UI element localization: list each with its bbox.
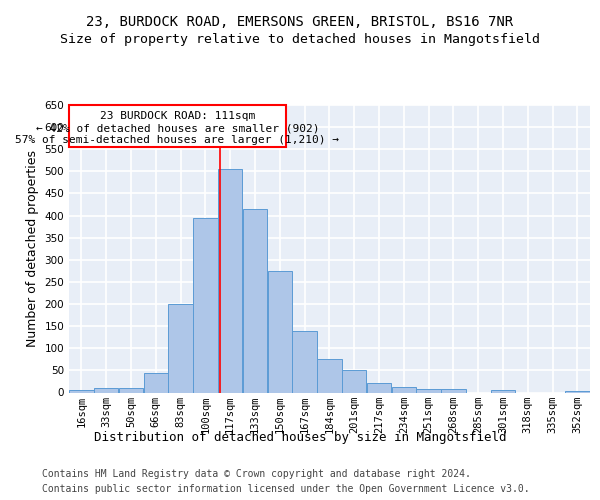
Text: ← 42% of detached houses are smaller (902): ← 42% of detached houses are smaller (90… bbox=[35, 123, 319, 133]
Bar bbox=[193, 218, 218, 392]
Bar bbox=[416, 389, 441, 392]
Text: Contains HM Land Registry data © Crown copyright and database right 2024.: Contains HM Land Registry data © Crown c… bbox=[42, 469, 471, 479]
Text: 23 BURDOCK ROAD: 111sqm: 23 BURDOCK ROAD: 111sqm bbox=[100, 111, 255, 121]
Text: Distribution of detached houses by size in Mangotsfield: Distribution of detached houses by size … bbox=[94, 431, 506, 444]
Bar bbox=[317, 360, 341, 392]
Bar bbox=[119, 388, 143, 392]
Bar bbox=[218, 169, 242, 392]
Bar bbox=[268, 271, 292, 392]
Text: 57% of semi-detached houses are larger (1,210) →: 57% of semi-detached houses are larger (… bbox=[16, 135, 340, 145]
Bar bbox=[143, 372, 168, 392]
Bar bbox=[243, 209, 267, 392]
Bar bbox=[94, 388, 118, 392]
Bar bbox=[441, 389, 466, 392]
Bar bbox=[491, 390, 515, 392]
Text: 23, BURDOCK ROAD, EMERSONS GREEN, BRISTOL, BS16 7NR: 23, BURDOCK ROAD, EMERSONS GREEN, BRISTO… bbox=[86, 15, 514, 29]
Text: Contains public sector information licensed under the Open Government Licence v3: Contains public sector information licen… bbox=[42, 484, 530, 494]
Bar bbox=[342, 370, 367, 392]
Bar bbox=[69, 390, 94, 392]
Bar bbox=[367, 383, 391, 392]
Bar bbox=[292, 330, 317, 392]
Y-axis label: Number of detached properties: Number of detached properties bbox=[26, 150, 39, 348]
Bar bbox=[565, 390, 590, 392]
Bar bbox=[169, 304, 193, 392]
Text: Size of property relative to detached houses in Mangotsfield: Size of property relative to detached ho… bbox=[60, 32, 540, 46]
Bar bbox=[392, 387, 416, 392]
